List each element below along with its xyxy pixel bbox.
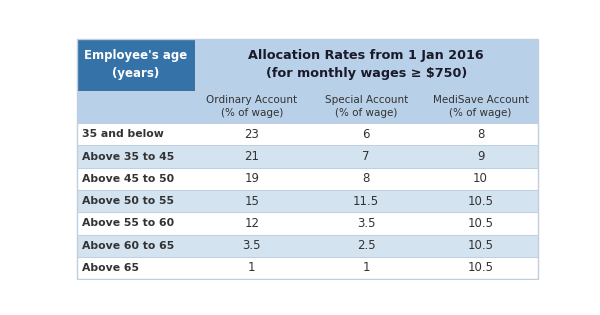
Bar <box>77 235 538 257</box>
Bar <box>77 212 538 235</box>
Text: 1: 1 <box>248 261 256 274</box>
Bar <box>195 39 538 91</box>
Text: 19: 19 <box>244 172 259 185</box>
Text: Above 55 to 60: Above 55 to 60 <box>82 218 174 228</box>
Text: Above 35 to 45: Above 35 to 45 <box>82 152 174 162</box>
Bar <box>77 257 538 279</box>
Text: Above 65: Above 65 <box>82 263 139 273</box>
Text: 10.5: 10.5 <box>467 239 494 252</box>
Text: MediSave Account
(% of wage): MediSave Account (% of wage) <box>433 95 529 118</box>
Text: Employee's age
(years): Employee's age (years) <box>85 49 188 80</box>
Text: 10.5: 10.5 <box>467 261 494 274</box>
Text: 10.5: 10.5 <box>467 195 494 208</box>
Text: 3.5: 3.5 <box>357 217 376 230</box>
Text: Allocation Rates from 1 Jan 2016
(for monthly wages ≥ $750): Allocation Rates from 1 Jan 2016 (for mo… <box>248 49 484 80</box>
Text: 35 and below: 35 and below <box>82 129 164 139</box>
Text: Above 45 to 50: Above 45 to 50 <box>82 174 174 184</box>
Bar <box>77 91 538 123</box>
Text: Special Account
(% of wage): Special Account (% of wage) <box>325 95 408 118</box>
Bar <box>77 190 538 212</box>
Text: Above 50 to 55: Above 50 to 55 <box>82 196 174 206</box>
Text: 8: 8 <box>477 128 484 141</box>
Text: 12: 12 <box>244 217 259 230</box>
Text: 3.5: 3.5 <box>242 239 261 252</box>
Text: 9: 9 <box>477 150 484 163</box>
Bar <box>77 145 538 168</box>
Text: 11.5: 11.5 <box>353 195 379 208</box>
Text: 15: 15 <box>244 195 259 208</box>
Bar <box>77 123 538 145</box>
Bar <box>77 39 195 91</box>
Text: 8: 8 <box>362 172 370 185</box>
Text: 10: 10 <box>473 172 488 185</box>
Text: 7: 7 <box>362 150 370 163</box>
Text: 1: 1 <box>362 261 370 274</box>
Text: 23: 23 <box>244 128 259 141</box>
Bar <box>77 168 538 190</box>
Text: Above 60 to 65: Above 60 to 65 <box>82 241 174 251</box>
Text: 21: 21 <box>244 150 259 163</box>
Text: 2.5: 2.5 <box>357 239 376 252</box>
Text: 10.5: 10.5 <box>467 217 494 230</box>
Text: Ordinary Account
(% of wage): Ordinary Account (% of wage) <box>206 95 298 118</box>
Text: 6: 6 <box>362 128 370 141</box>
